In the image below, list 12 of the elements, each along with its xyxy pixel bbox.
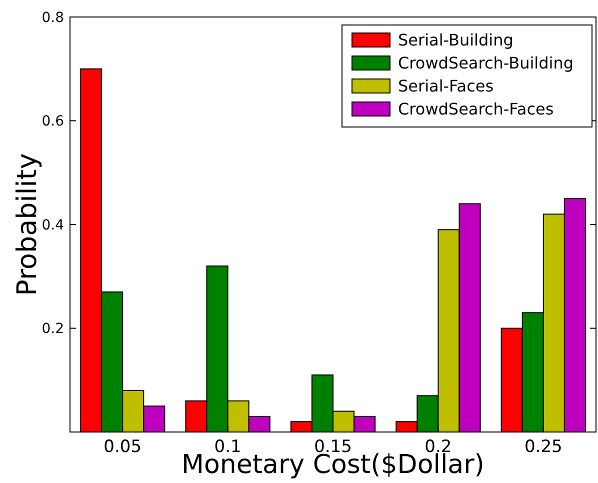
y-tick-label: 0.2 bbox=[42, 321, 64, 338]
legend-label: Serial-Faces bbox=[398, 76, 494, 96]
y-axis-title: Probability bbox=[12, 153, 43, 296]
legend-label: CrowdSearch-Faces bbox=[398, 100, 554, 119]
y-tick-label: 0.8 bbox=[42, 10, 64, 26]
legend-label: CrowdSearch-Building bbox=[398, 54, 574, 73]
y-tick-label: 0.6 bbox=[42, 114, 64, 130]
y-tick-label: 0.4 bbox=[42, 217, 64, 234]
x-tick-label: 0.05 bbox=[104, 437, 142, 457]
x-tick-label: 0.25 bbox=[524, 437, 562, 457]
x-tick-label: 0.1 bbox=[214, 437, 242, 457]
legend-label: Serial-Building bbox=[398, 30, 514, 50]
